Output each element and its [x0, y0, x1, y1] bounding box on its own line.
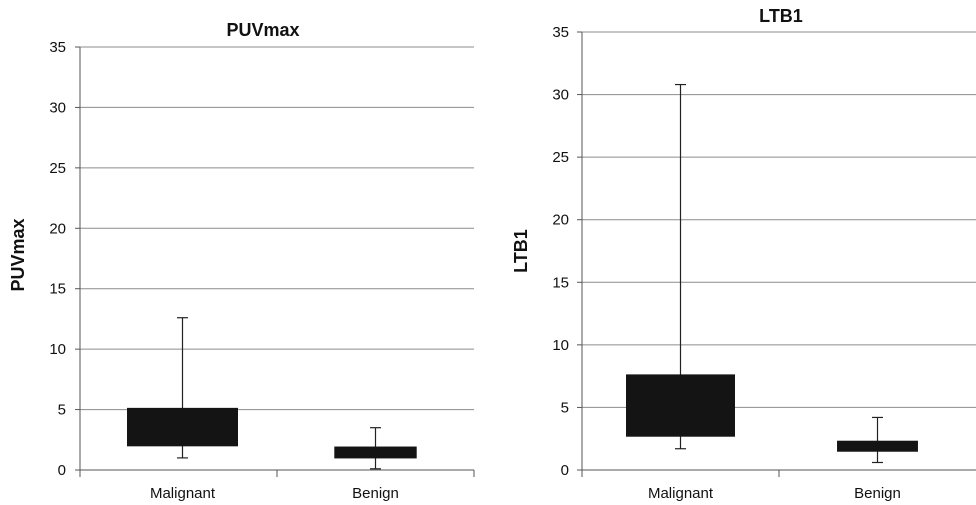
- y-tick-label: 25: [49, 160, 66, 177]
- chart-panel-0: 0 5 10 15 20 25 30 35 PUVmax PUVmax Malignant Benig…: [8, 20, 475, 502]
- box-iqr: [626, 374, 735, 437]
- y-tick-label: 5: [561, 399, 569, 416]
- category-label: Malignant: [648, 485, 714, 502]
- y-tick-label: 30: [552, 87, 569, 104]
- y-tick-label: 5: [58, 402, 66, 419]
- box-iqr: [334, 446, 417, 459]
- y-tick-label: 20: [49, 220, 66, 237]
- y-tick-label: 15: [49, 281, 66, 298]
- category-label: Malignant: [150, 485, 216, 502]
- box-iqr: [127, 407, 238, 447]
- y-tick-label: 35: [49, 39, 66, 56]
- y-axis-label: LTB1: [511, 229, 531, 273]
- y-tick-label: 25: [552, 149, 569, 166]
- y-tick-label: 35: [552, 24, 569, 41]
- y-tick-label: 0: [58, 462, 66, 479]
- chart-panel-1: 0 5 10 15 20 25 30 35 LTB1 LTB1 Malignant Benign: [511, 6, 976, 502]
- y-tick-label: 20: [552, 212, 569, 229]
- y-axis-label: PUVmax: [8, 218, 28, 291]
- y-tick-label: 15: [552, 274, 569, 291]
- chart-title: PUVmax: [226, 20, 299, 40]
- box-iqr: [837, 440, 918, 452]
- y-tick-label: 30: [49, 99, 66, 116]
- category-label: Benign: [352, 485, 399, 502]
- y-tick-label: 10: [552, 337, 569, 354]
- category-label: Benign: [854, 485, 901, 502]
- y-tick-label: 0: [561, 462, 569, 479]
- y-tick-label: 10: [49, 341, 66, 358]
- chart-title: LTB1: [759, 6, 803, 26]
